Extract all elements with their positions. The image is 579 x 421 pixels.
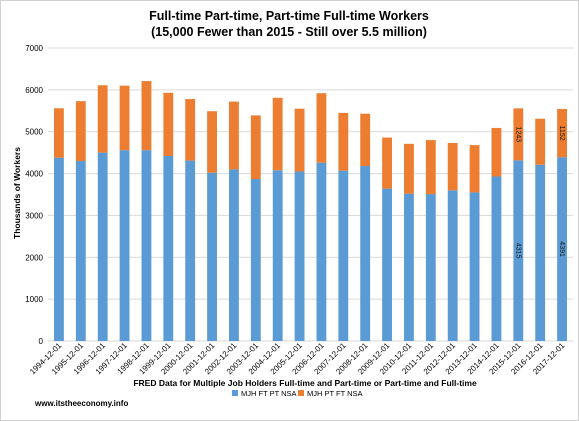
- bar-segment-mjh-ft-pt: [207, 172, 217, 341]
- y-tick-label: 1000: [25, 295, 43, 304]
- bar-segment-mjh-ft-pt: [404, 193, 414, 341]
- y-tick-label: 5000: [25, 128, 43, 137]
- y-tick-label: 4000: [25, 170, 43, 179]
- bar-segment-mjh-pt-ft: [469, 145, 480, 193]
- legend-swatch: [232, 390, 238, 396]
- gridlines: [48, 47, 573, 342]
- bar-segment-mjh-pt-ft: [163, 92, 174, 156]
- data-labels: 4315 1243 4391 1152: [514, 126, 565, 259]
- bar-segment-mjh-ft-pt: [513, 160, 524, 341]
- bar-segment-mjh-pt-ft: [185, 99, 196, 161]
- bar-segment-mjh-ft-pt: [229, 169, 239, 341]
- bar-segment-mjh-ft-pt: [185, 160, 196, 341]
- bar-segment-mjh-ft-pt: [75, 161, 86, 341]
- bar-segment-mjh-ft-pt: [163, 155, 174, 341]
- bar-segment-mjh-ft-pt: [54, 157, 64, 341]
- x-axis-ticks: 1994-12-011995-12-011996-12-011997-12-01…: [28, 341, 567, 377]
- bars: [54, 81, 567, 341]
- bar-segment-mjh-pt-ft: [316, 93, 327, 163]
- bar-segment-mjh-ft-pt: [250, 179, 261, 341]
- legend: MJH FT PT NSA MJH PT FT NSA: [232, 389, 363, 398]
- bar-segment-mjh-ft-pt: [491, 176, 502, 341]
- y-axis-ticks: 0 1000 2000 3000 4000 5000 6000 7000: [25, 44, 43, 346]
- x-axis-label: FRED Data for Multiple Job Holders Full-…: [133, 378, 477, 388]
- bar-segment-mjh-pt-ft: [491, 127, 502, 177]
- legend-label: MJH FT PT NSA: [241, 389, 297, 398]
- bar-segment-mjh-ft-pt: [557, 157, 567, 341]
- bar-segment-mjh-pt-ft: [382, 137, 392, 189]
- y-axis-label: Thousands of Workers: [12, 147, 22, 239]
- bar-segment-mjh-pt-ft: [272, 97, 283, 171]
- data-label: 1152: [558, 126, 565, 141]
- bar-segment-mjh-pt-ft: [141, 81, 152, 151]
- bar-segment-mjh-ft-pt: [535, 164, 546, 341]
- bar-segment-mjh-ft-pt: [97, 152, 108, 341]
- bar-segment-mjh-ft-pt: [425, 194, 436, 341]
- bar-segment-mjh-pt-ft: [229, 101, 239, 170]
- y-tick-label: 0: [39, 337, 44, 346]
- bar-segment-mjh-ft-pt: [382, 188, 392, 341]
- bar-segment-mjh-pt-ft: [425, 140, 436, 195]
- bar-segment-mjh-ft-pt: [316, 162, 327, 341]
- bar-segment-mjh-ft-pt: [360, 166, 371, 341]
- y-tick-label: 3000: [25, 211, 43, 220]
- bar-segment-mjh-ft-pt: [272, 170, 283, 341]
- bar-segment-mjh-pt-ft: [75, 101, 86, 162]
- bar-segment-mjh-ft-pt: [338, 170, 349, 341]
- data-label: 4391: [558, 241, 565, 257]
- bar-segment-mjh-pt-ft: [207, 111, 217, 173]
- data-label: 4315: [514, 243, 521, 259]
- bar-segment-mjh-ft-pt: [119, 150, 130, 341]
- bar-segment-mjh-ft-pt: [469, 192, 480, 341]
- y-tick-label: 2000: [25, 253, 43, 262]
- bar-segment-mjh-pt-ft: [513, 108, 524, 161]
- bar-segment-mjh-pt-ft: [119, 85, 130, 151]
- bar-segment-mjh-ft-pt: [141, 150, 152, 341]
- source-url: www.itstheeconomy.info: [34, 399, 128, 408]
- legend-swatch: [298, 390, 304, 396]
- bar-segment-mjh-ft-pt: [447, 190, 458, 341]
- chart-title: Full-time Part-time, Part-time Full-time…: [149, 9, 429, 23]
- bar-segment-mjh-pt-ft: [250, 115, 261, 180]
- bar-segment-mjh-pt-ft: [535, 118, 546, 165]
- bar-segment-mjh-pt-ft: [54, 108, 64, 158]
- bar-segment-mjh-pt-ft: [404, 143, 414, 194]
- bar-segment-mjh-ft-pt: [294, 171, 305, 341]
- bar-segment-mjh-pt-ft: [97, 85, 108, 153]
- bar-segment-mjh-pt-ft: [447, 143, 458, 191]
- legend-label: MJH PT FT NSA: [307, 389, 363, 398]
- bar-segment-mjh-pt-ft: [360, 113, 371, 167]
- chart-subtitle: (15,000 Fewer than 2015 - Still over 5.5…: [151, 25, 427, 39]
- y-tick-label: 7000: [25, 44, 43, 53]
- data-label: 1243: [514, 127, 521, 143]
- bar-segment-mjh-pt-ft: [294, 108, 305, 172]
- bar-segment-mjh-pt-ft: [557, 108, 567, 158]
- y-tick-label: 6000: [25, 86, 43, 95]
- bar-segment-mjh-pt-ft: [338, 112, 349, 171]
